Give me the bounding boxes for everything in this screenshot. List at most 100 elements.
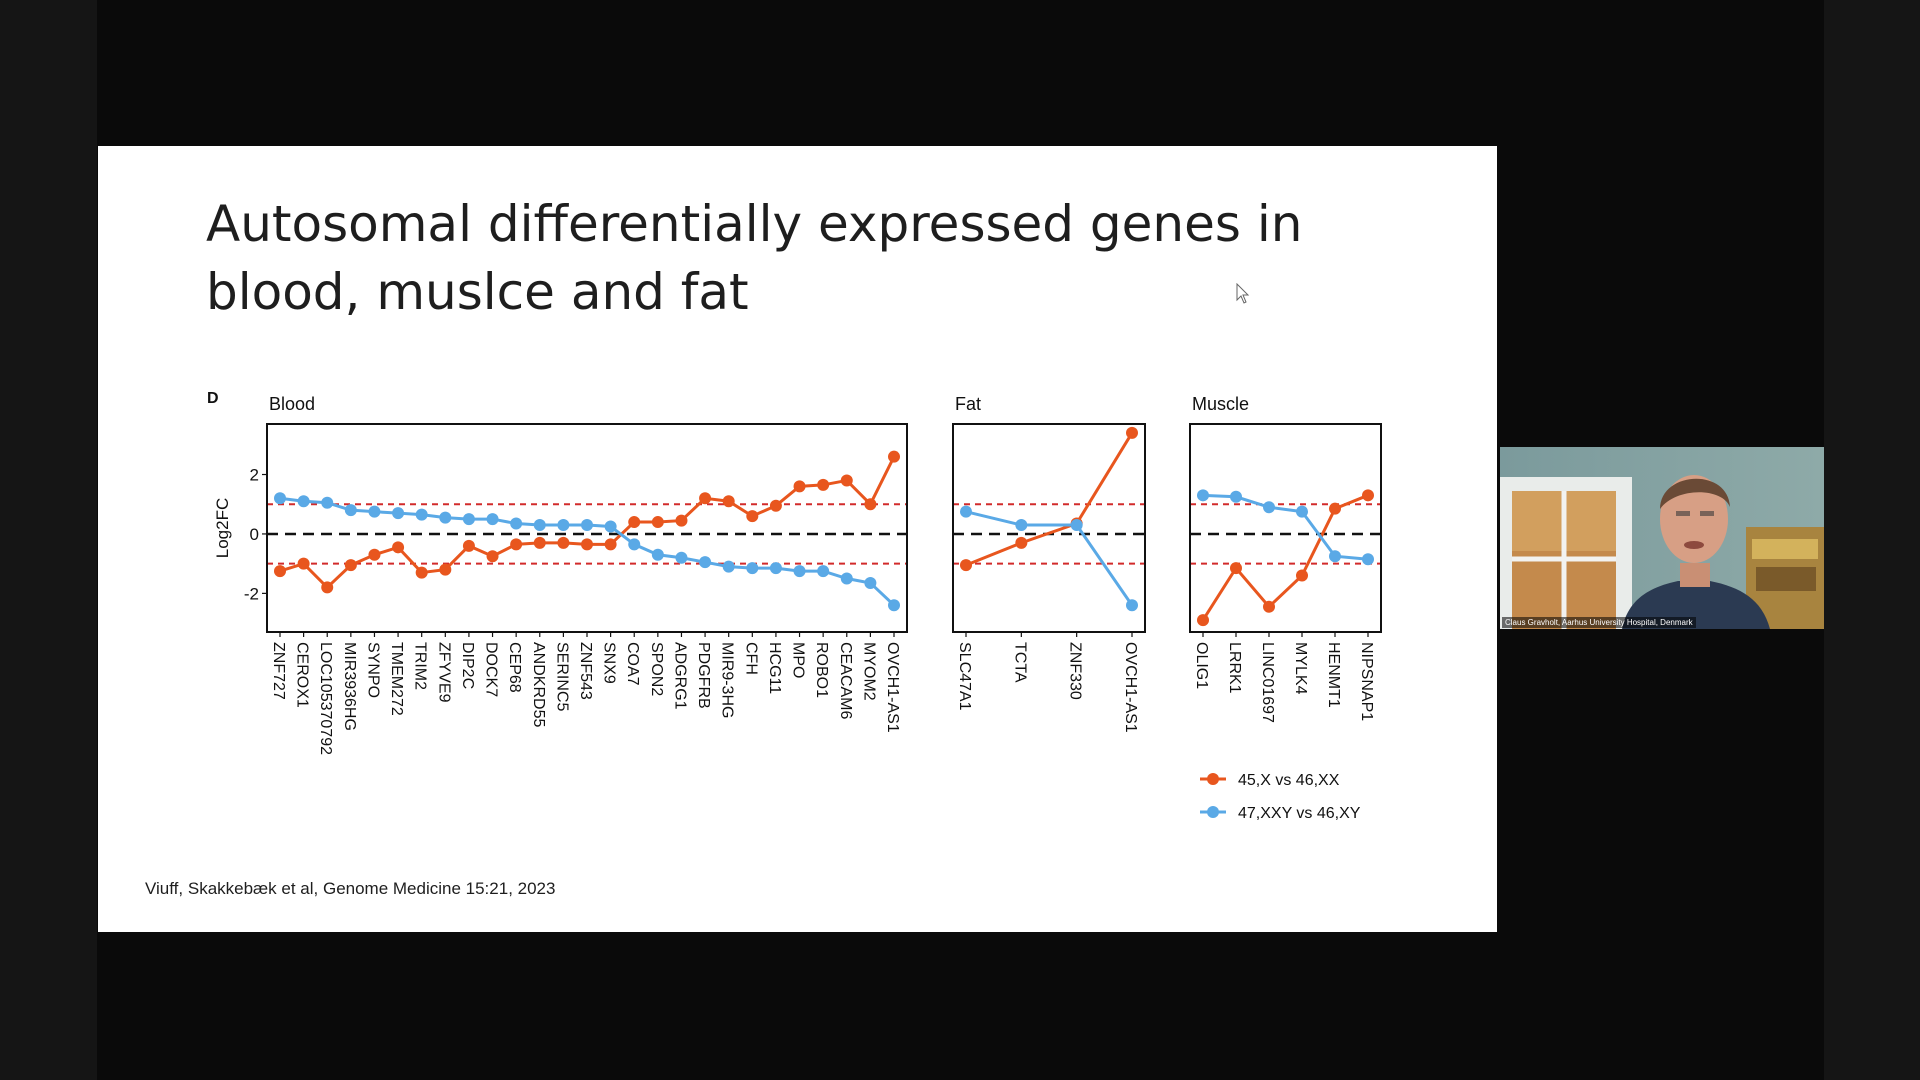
slide-title: Autosomal differentially expressed genes…	[206, 195, 1303, 321]
data-point-blood-1	[415, 566, 428, 579]
data-point-blood-1	[699, 492, 712, 505]
data-point-blood-2	[699, 556, 712, 569]
presentation-slide: Autosomal differentially expressed genes…	[98, 146, 1497, 932]
data-point-muscle-1	[1296, 569, 1308, 582]
legend-swatch-marker	[1207, 806, 1219, 818]
data-point-blood-2	[628, 538, 641, 551]
data-point-blood-1	[746, 510, 759, 523]
series-line-fat-2	[965, 510, 1134, 607]
x-tick-label: SYNPO	[364, 642, 381, 698]
data-point-fat-2	[1126, 599, 1138, 612]
data-point-blood-1	[462, 539, 475, 552]
data-point-blood-1	[888, 450, 900, 463]
data-point-muscle-1	[1197, 614, 1209, 627]
data-point-blood-1	[510, 538, 523, 551]
data-point-blood-2	[557, 519, 570, 532]
data-point-muscle-2	[1263, 501, 1275, 514]
x-tick-label: LRRK1	[1226, 642, 1243, 694]
data-point-muscle-2	[1197, 489, 1209, 502]
data-point-muscle-2	[1362, 553, 1374, 566]
data-point-blood-2	[510, 517, 523, 530]
x-tick-label: CEROX1	[294, 642, 311, 708]
panel-title-muscle: Muscle	[1192, 394, 1249, 414]
x-tick-label: TRIM2	[412, 642, 429, 690]
data-point-blood-2	[368, 505, 381, 518]
x-tick-label: OVCH1-AS1	[884, 642, 901, 733]
data-point-blood-2	[604, 520, 617, 533]
data-point-blood-2	[675, 551, 688, 564]
data-point-blood-2	[793, 565, 806, 578]
legend-label: 45,X vs 46,XX	[1238, 772, 1340, 789]
data-point-blood-1	[675, 514, 688, 527]
data-point-blood-2	[533, 519, 546, 532]
webcam-caption: Claus Gravholt, Aarhus University Hospit…	[1502, 617, 1696, 628]
data-point-blood-2	[864, 576, 877, 589]
data-point-fat-1	[960, 559, 972, 572]
x-tick-label: NIPSNAP1	[1358, 642, 1375, 721]
x-tick-label: TMEM272	[388, 642, 405, 716]
data-point-blood-1	[793, 480, 806, 493]
data-point-blood-1	[533, 536, 546, 549]
x-tick-label: ROBO1	[813, 642, 830, 698]
x-tick-label: SLC47A1	[956, 642, 973, 711]
data-point-blood-1	[557, 536, 570, 549]
data-point-fat-1	[1126, 426, 1138, 439]
data-point-blood-2	[581, 519, 593, 532]
data-point-blood-1	[344, 559, 357, 572]
x-tick-label: SNX9	[601, 642, 618, 684]
x-tick-label: SPON2	[648, 642, 665, 696]
x-tick-label: MPO	[790, 642, 807, 678]
data-point-muscle-2	[1230, 490, 1242, 503]
x-tick-label: LINC01697	[1259, 642, 1276, 723]
x-tick-label: SERINC5	[553, 642, 570, 711]
data-point-blood-2	[817, 565, 830, 578]
x-tick-label: CEP68	[506, 642, 523, 693]
x-tick-label: ZFYVE9	[435, 642, 452, 703]
x-tick-label: ZNF727	[270, 642, 287, 700]
data-point-fat-2	[1070, 519, 1083, 532]
data-point-blood-1	[722, 495, 735, 508]
data-point-muscle-1	[1263, 600, 1275, 613]
legend-label: 47,XXY vs 46,XY	[1238, 805, 1361, 822]
x-tick-label: OVCH1-AS1	[1122, 642, 1139, 733]
x-tick-label: MYLK4	[1292, 642, 1309, 695]
data-point-fat-1	[1015, 536, 1028, 549]
x-tick-label: DIP2C	[459, 642, 476, 689]
data-point-muscle-1	[1362, 489, 1374, 502]
data-point-blood-2	[392, 507, 405, 520]
data-point-blood-2	[274, 492, 286, 505]
data-point-blood-1	[840, 474, 853, 487]
x-tick-label: MIR9-3HG	[719, 642, 736, 718]
x-tick-label: LOC105370792	[317, 642, 334, 755]
panel-frame-fat	[952, 423, 1146, 633]
data-point-blood-1	[274, 565, 286, 578]
data-point-blood-1	[486, 550, 499, 563]
panel-title-fat: Fat	[955, 394, 981, 414]
x-tick-label: ANDKRD55	[530, 642, 547, 727]
slide-citation: Viuff, Skakkebæk et al, Genome Medicine …	[145, 879, 556, 898]
x-tick-label: PDGFRB	[695, 642, 712, 709]
data-point-blood-2	[439, 511, 452, 524]
data-point-fat-2	[960, 505, 972, 518]
data-point-blood-2	[462, 513, 475, 526]
x-tick-label: CEACAM6	[837, 642, 854, 719]
x-tick-label: ZNF543	[577, 642, 594, 700]
data-point-blood-1	[368, 548, 381, 561]
data-point-muscle-1	[1329, 502, 1341, 515]
x-tick-label: HENMT1	[1325, 642, 1342, 708]
data-point-muscle-2	[1296, 505, 1308, 518]
data-point-blood-2	[415, 508, 428, 521]
data-point-blood-1	[817, 478, 830, 491]
data-point-blood-1	[392, 541, 405, 554]
data-point-blood-1	[297, 557, 310, 570]
panel-tag: D	[207, 390, 219, 407]
y-axis-label: Log2FC	[213, 498, 232, 558]
panel-title-blood: Blood	[269, 394, 315, 414]
webcam-feed-image	[1500, 447, 1824, 629]
mouse-pointer-icon	[1236, 283, 1250, 304]
data-point-blood-2	[321, 496, 334, 509]
data-point-blood-2	[840, 572, 853, 585]
data-point-blood-1	[321, 581, 334, 594]
y-tick-label: 0	[250, 525, 259, 544]
data-point-blood-2	[297, 495, 310, 508]
